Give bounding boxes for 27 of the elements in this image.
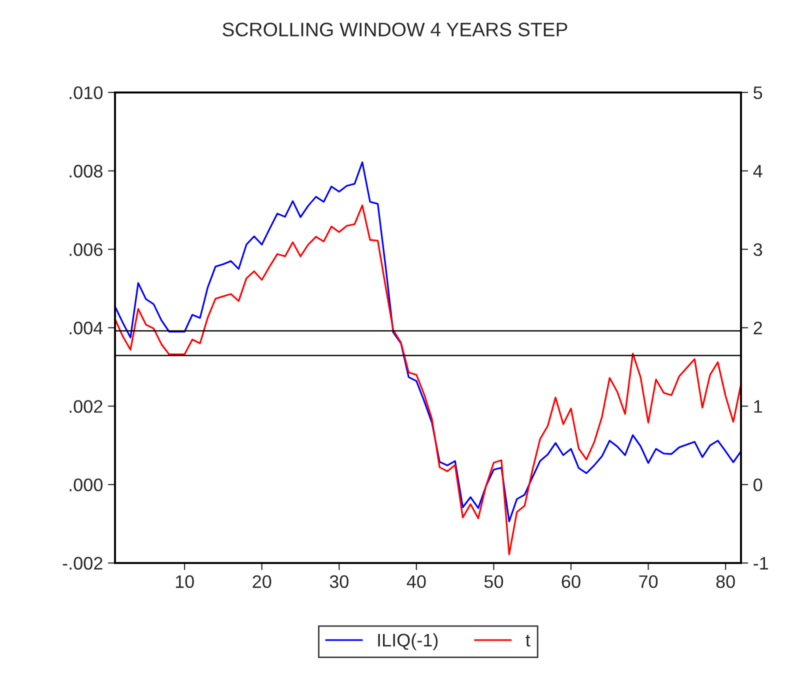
x-tick-label: 20 [252, 575, 272, 588]
y2-tick-label: 5 [754, 86, 762, 100]
y-tick-label: .006 [70, 243, 102, 256]
x-tick-label: 40 [406, 575, 426, 588]
legend-label: ILIQ(-1) [378, 633, 438, 650]
y2-tick-label: -1 [754, 557, 768, 570]
x-tick-label: 30 [330, 575, 348, 588]
y-tick-label: .004 [70, 322, 103, 334]
y-tick-label: .008 [70, 164, 102, 178]
legend-label: t [526, 634, 530, 647]
y2-tick-label: 1 [754, 400, 762, 413]
y2-tick-label: 0 [754, 478, 762, 492]
line-series [115, 204, 742, 556]
line-series [115, 161, 742, 522]
y2-tick-label: 2 [754, 322, 762, 334]
y-tick-label: .010 [70, 86, 103, 100]
x-tick-label: 60 [562, 575, 580, 588]
chart-title: SCROLLING WINDOW 4 YEARS STEP [222, 22, 568, 36]
y-tick-label: -.002 [62, 556, 102, 570]
x-tick-label: 10 [176, 575, 194, 588]
y2-tick-label: 4 [753, 164, 762, 178]
x-tick-label: 70 [639, 575, 658, 588]
y-tick-label: .002 [70, 400, 102, 413]
y-tick-label: .000 [70, 478, 103, 492]
x-tick-label: 50 [484, 575, 504, 588]
x-tick-label: 80 [716, 575, 735, 588]
y2-tick-label: 3 [754, 243, 762, 256]
